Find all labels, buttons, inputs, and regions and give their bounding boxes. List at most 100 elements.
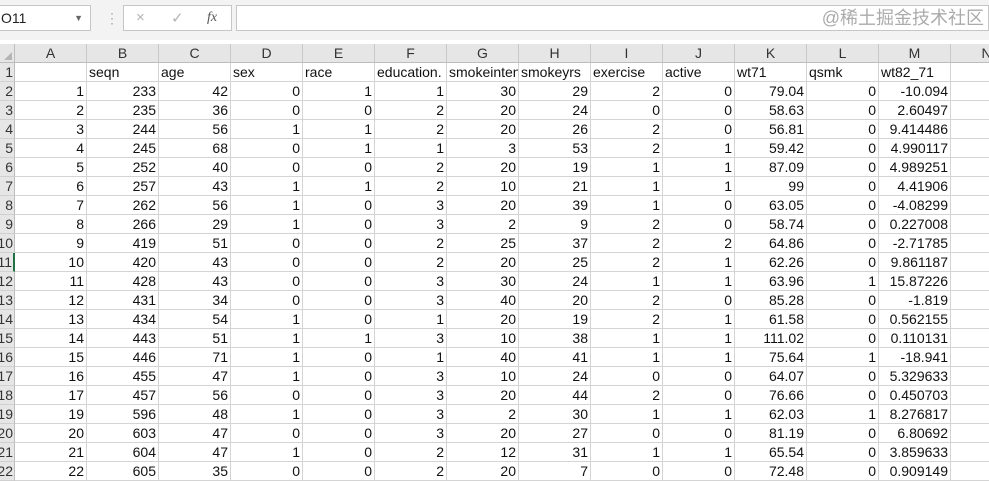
table-cell[interactable]: 51 [159, 234, 231, 253]
header-cell[interactable]: age [159, 63, 231, 82]
column-header-I[interactable]: I [591, 44, 663, 63]
table-cell[interactable]: 48 [159, 405, 231, 424]
table-cell[interactable]: 5.329633 [879, 367, 951, 386]
table-cell[interactable]: 245 [87, 139, 159, 158]
table-cell[interactable]: 43 [159, 272, 231, 291]
table-cell[interactable]: 1 [231, 443, 303, 462]
table-cell[interactable]: 0 [303, 158, 375, 177]
table-cell[interactable]: 235 [87, 101, 159, 120]
table-cell[interactable]: 1 [231, 348, 303, 367]
table-cell[interactable]: 40 [447, 348, 519, 367]
table-cell[interactable]: 428 [87, 272, 159, 291]
table-cell[interactable]: 25 [447, 234, 519, 253]
table-cell[interactable]: 34 [159, 291, 231, 310]
table-cell[interactable]: 1 [591, 405, 663, 424]
table-cell[interactable]: 0 [807, 253, 879, 272]
table-cell[interactable]: 0 [591, 462, 663, 481]
table-cell[interactable]: 1 [663, 139, 735, 158]
header-cell[interactable]: wt71 [735, 63, 807, 82]
column-header-A[interactable]: A [15, 44, 87, 63]
table-cell[interactable]: 1 [663, 443, 735, 462]
table-cell[interactable]: 0 [303, 272, 375, 291]
table-cell[interactable]: 455 [87, 367, 159, 386]
table-cell[interactable]: 0 [807, 196, 879, 215]
table-cell[interactable]: 0 [663, 367, 735, 386]
column-header-D[interactable]: D [231, 44, 303, 63]
header-cell[interactable]: smokeintensity [447, 63, 519, 82]
table-cell[interactable]: 262 [87, 196, 159, 215]
header-cell[interactable]: sex [231, 63, 303, 82]
table-cell[interactable]: 0 [591, 367, 663, 386]
table-cell[interactable]: 20 [447, 386, 519, 405]
row-header-14[interactable]: 14 [0, 310, 15, 329]
table-cell[interactable]: 2 [591, 234, 663, 253]
table-cell[interactable]: 25 [519, 253, 591, 272]
table-cell[interactable]: 36 [159, 101, 231, 120]
table-cell[interactable]: 2 [591, 310, 663, 329]
table-cell[interactable]: 0 [807, 386, 879, 405]
table-cell[interactable]: 63.05 [735, 196, 807, 215]
table-cell[interactable]: 24 [519, 272, 591, 291]
table-cell[interactable] [951, 329, 989, 348]
table-cell[interactable]: 2 [15, 101, 87, 120]
table-cell[interactable]: 0.909149 [879, 462, 951, 481]
table-cell[interactable]: 9 [15, 234, 87, 253]
table-cell[interactable]: 0 [663, 101, 735, 120]
table-cell[interactable]: 56.81 [735, 120, 807, 139]
table-cell[interactable]: 19 [15, 405, 87, 424]
table-cell[interactable]: 2 [447, 215, 519, 234]
table-cell[interactable]: 0 [303, 253, 375, 272]
table-cell[interactable]: 0 [231, 386, 303, 405]
table-cell[interactable]: 1 [15, 82, 87, 101]
table-cell[interactable]: 20 [519, 291, 591, 310]
table-cell[interactable]: 85.28 [735, 291, 807, 310]
table-cell[interactable]: 244 [87, 120, 159, 139]
table-cell[interactable]: 1 [663, 310, 735, 329]
table-cell[interactable]: 41 [519, 348, 591, 367]
column-header-M[interactable]: M [879, 44, 951, 63]
header-cell[interactable]: smokeyrs [519, 63, 591, 82]
table-cell[interactable]: 6.80692 [879, 424, 951, 443]
table-cell[interactable]: 0 [303, 462, 375, 481]
drag-handle-icon[interactable]: ⋮ [105, 10, 119, 26]
table-cell[interactable]: 19 [519, 310, 591, 329]
column-header-B[interactable]: B [87, 44, 159, 63]
table-cell[interactable]: 2 [663, 234, 735, 253]
table-cell[interactable]: 11 [15, 272, 87, 291]
table-cell[interactable] [951, 348, 989, 367]
table-cell[interactable]: 62.26 [735, 253, 807, 272]
table-cell[interactable]: 1 [303, 139, 375, 158]
row-header-15[interactable]: 15 [0, 329, 15, 348]
table-cell[interactable]: 1 [231, 310, 303, 329]
table-cell[interactable]: 605 [87, 462, 159, 481]
table-cell[interactable] [951, 367, 989, 386]
table-cell[interactable]: -18.941 [879, 348, 951, 367]
table-cell[interactable]: 0 [807, 443, 879, 462]
table-cell[interactable]: 266 [87, 215, 159, 234]
table-cell[interactable]: 0 [807, 177, 879, 196]
table-cell[interactable] [951, 234, 989, 253]
table-cell[interactable]: 0 [303, 310, 375, 329]
table-cell[interactable]: 0 [231, 82, 303, 101]
table-cell[interactable]: 0 [807, 215, 879, 234]
row-header-8[interactable]: 8 [0, 196, 15, 215]
table-cell[interactable]: 20 [447, 462, 519, 481]
table-cell[interactable]: 2 [591, 253, 663, 272]
table-cell[interactable]: 75.64 [735, 348, 807, 367]
table-cell[interactable]: 76.66 [735, 386, 807, 405]
table-cell[interactable]: 2 [375, 177, 447, 196]
table-cell[interactable]: 233 [87, 82, 159, 101]
table-cell[interactable]: 6 [15, 177, 87, 196]
table-cell[interactable]: 419 [87, 234, 159, 253]
table-cell[interactable]: 38 [519, 329, 591, 348]
header-cell[interactable]: wt82_71 [879, 63, 951, 82]
table-cell[interactable]: 15 [15, 348, 87, 367]
table-cell[interactable]: 1 [231, 196, 303, 215]
table-cell[interactable]: 3 [375, 215, 447, 234]
cancel-icon[interactable]: × [136, 9, 145, 26]
table-cell[interactable]: 2 [591, 120, 663, 139]
table-cell[interactable]: 65.54 [735, 443, 807, 462]
table-cell[interactable]: 64.86 [735, 234, 807, 253]
table-cell[interactable]: 0.110131 [879, 329, 951, 348]
table-cell[interactable] [951, 139, 989, 158]
